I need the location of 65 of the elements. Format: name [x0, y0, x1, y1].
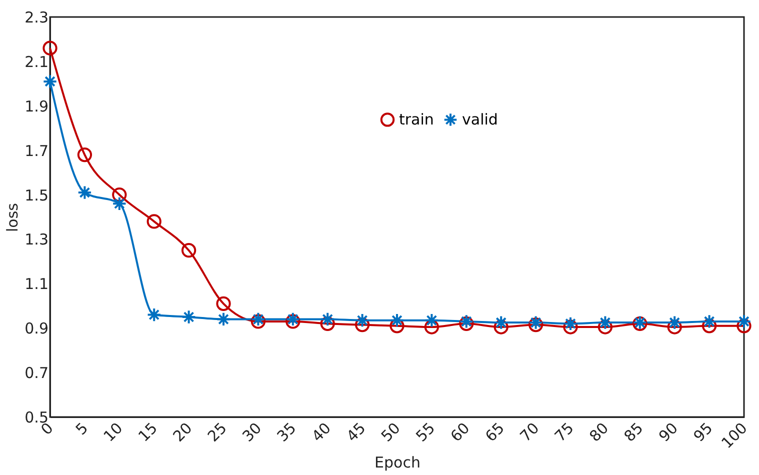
- point: [112, 196, 127, 211]
- point: [390, 313, 404, 328]
- point: [320, 316, 335, 331]
- y-tick-label: 2.3: [24, 8, 48, 26]
- x-tick-label: 70: [516, 419, 543, 446]
- y-axis-title: loss: [4, 202, 22, 232]
- y-tick-label: 1.9: [24, 97, 48, 116]
- point: [736, 314, 752, 329]
- point: [424, 313, 440, 328]
- point: [598, 315, 613, 330]
- x-tick-label: 40: [308, 419, 334, 446]
- point: [42, 40, 58, 56]
- point: [598, 320, 613, 334]
- x-tick-label: 100: [718, 419, 751, 452]
- point: [736, 318, 752, 334]
- point: [354, 313, 370, 328]
- x-tick-label: 95: [690, 419, 716, 446]
- x-axis-title: Epoch: [374, 453, 420, 472]
- point: [146, 307, 162, 322]
- point: [181, 243, 196, 258]
- y-tick-label: 0.7: [24, 364, 48, 382]
- x-tick-label: 90: [655, 419, 682, 446]
- point: [494, 315, 508, 330]
- point: [146, 214, 162, 229]
- point: [424, 320, 440, 334]
- point: [563, 320, 578, 334]
- point: [77, 185, 92, 200]
- x-tick-label: 45: [342, 419, 370, 446]
- legend-label: train: [399, 110, 434, 129]
- x-tick-label: 50: [378, 419, 404, 446]
- y-tick-label: 0.9: [24, 320, 48, 338]
- y-tick-label: 1.3: [24, 230, 48, 249]
- point: [320, 312, 335, 327]
- y-tick-label: 1.5: [24, 186, 48, 204]
- x-tick-label: 75: [551, 419, 578, 446]
- point: [181, 310, 196, 324]
- y-tick-label: 1.1: [24, 275, 48, 294]
- x-tick-label: 85: [620, 419, 647, 446]
- point: [216, 312, 231, 327]
- x-tick-label: 55: [412, 419, 439, 446]
- legend-label: valid: [462, 110, 498, 129]
- x-tick-label: 10: [100, 419, 126, 446]
- point: [494, 320, 508, 334]
- x-tick-label: 20: [169, 419, 196, 446]
- point: [77, 147, 92, 162]
- x-tick-label: 30: [238, 419, 266, 446]
- x-tick-label: 25: [204, 419, 230, 446]
- x-tick-label: 35: [274, 419, 300, 446]
- point: [667, 320, 682, 334]
- y-tick-label: 2.1: [24, 52, 48, 71]
- x-tick-label: 60: [447, 419, 474, 446]
- x-tick-label: 65: [482, 419, 508, 446]
- point: [354, 317, 370, 332]
- point: [42, 74, 58, 89]
- x-tick-label: 15: [134, 419, 161, 446]
- point: [702, 314, 717, 329]
- point: [216, 296, 231, 311]
- point: [112, 187, 127, 202]
- x-tick-label: 80: [586, 419, 612, 446]
- x-tick-label: 5: [72, 419, 92, 439]
- point: [702, 318, 717, 334]
- y-tick-label: 1.7: [24, 142, 48, 160]
- point: [390, 318, 404, 334]
- point: [563, 316, 578, 331]
- point: [667, 315, 682, 330]
